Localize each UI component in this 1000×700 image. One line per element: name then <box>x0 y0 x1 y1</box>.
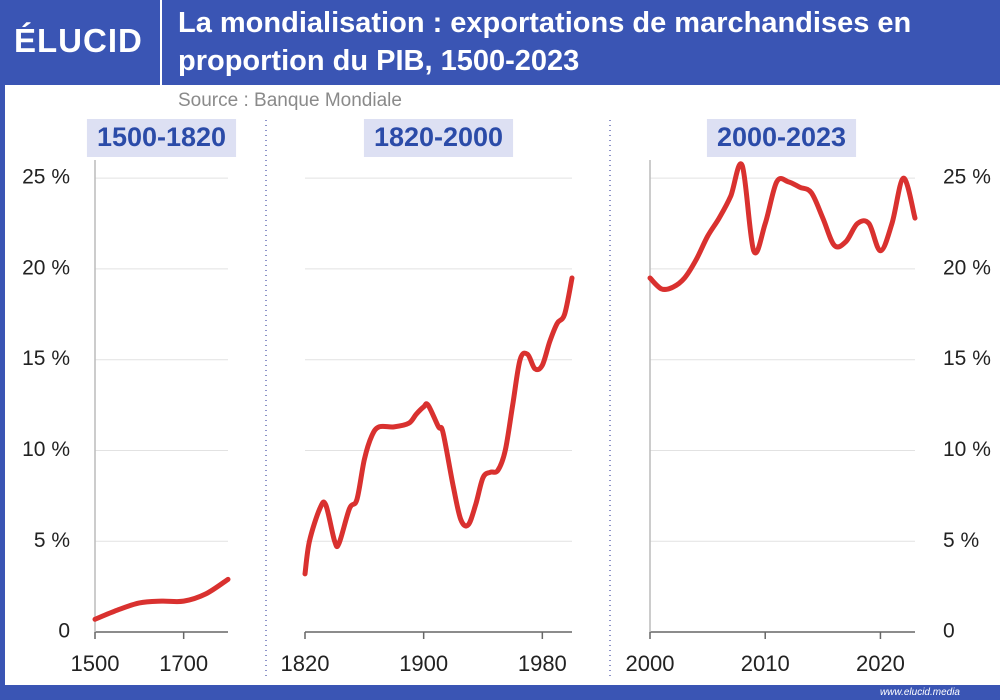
y-tick-label: 25 % <box>22 166 70 189</box>
panel-title-box <box>86 119 237 157</box>
footer-url: www.elucid.media <box>879 687 960 698</box>
y-tick-label: 5 % <box>34 529 70 552</box>
panel-title-box <box>363 119 514 157</box>
y-tick-label: 0 <box>58 620 70 643</box>
y-tick-label: 20 % <box>22 256 70 279</box>
panel-title: 1820-2000 <box>374 122 503 152</box>
x-tick-label: 1500 <box>71 651 120 676</box>
title: La mondialisation : exportations de marc… <box>178 7 912 77</box>
y-tick-label: 25 % <box>943 166 991 189</box>
x-tick-label: 2020 <box>856 651 905 676</box>
y-tick-label: 5 % <box>943 529 979 552</box>
y-tick-label: 15 % <box>943 347 991 370</box>
source: Source : Banque Mondiale <box>178 90 402 111</box>
x-tick-label: 1900 <box>399 651 448 676</box>
y-tick-label: 20 % <box>943 256 991 279</box>
panel-title: 1500-1820 <box>97 122 226 152</box>
logo: ÉLUCID <box>14 22 143 59</box>
y-tick-label: 0 <box>943 620 955 643</box>
y-tick-label: 10 % <box>22 438 70 461</box>
data-line <box>92 576 231 622</box>
x-tick-label: 2000 <box>626 651 675 676</box>
y-tick-label: 15 % <box>22 347 70 370</box>
data-line <box>647 161 918 293</box>
x-tick-label: 1980 <box>518 651 567 676</box>
data-line <box>302 275 575 577</box>
x-tick-label: 1820 <box>281 651 330 676</box>
separator <box>160 0 162 85</box>
panel-title-box <box>706 119 857 157</box>
x-tick-label: 1700 <box>159 651 208 676</box>
x-tick-label: 2010 <box>741 651 790 676</box>
y-tick-label: 10 % <box>943 438 991 461</box>
content-area <box>5 85 1000 685</box>
panel-title: 2000-2023 <box>717 122 846 152</box>
